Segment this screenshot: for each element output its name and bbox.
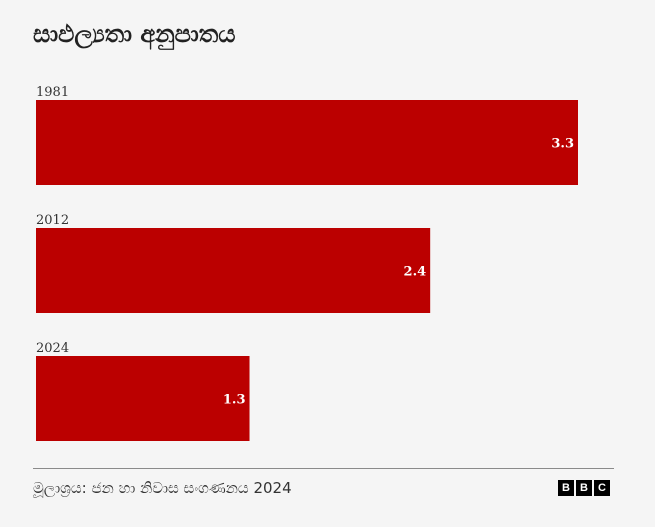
value-label-1981: 3.3 [551,137,574,152]
source-note: මූලාශ්‍රය: ජන හා නිවාස සංගණනය 2024 [33,479,292,497]
bbc-logo: B B C [558,480,610,496]
bar-1981 [36,100,578,185]
bar-chart: 1981 3.3 2012 2.4 2024 1.3 [36,85,578,441]
bar-2024 [36,356,250,441]
bbc-logo-letter-3: C [594,480,610,496]
category-label-1981: 1981 [36,85,69,100]
bbc-logo-letter-1: B [558,480,574,496]
value-label-2024: 1.3 [223,393,246,408]
footer-divider [33,468,614,469]
chart-title: සාඵල්‍යතා අනුපාතය [33,20,236,48]
value-label-2012: 2.4 [404,265,427,280]
category-label-2024: 2024 [36,341,69,356]
bbc-logo-letter-2: B [576,480,592,496]
bar-2012 [36,228,431,313]
category-label-2012: 2012 [36,213,69,228]
